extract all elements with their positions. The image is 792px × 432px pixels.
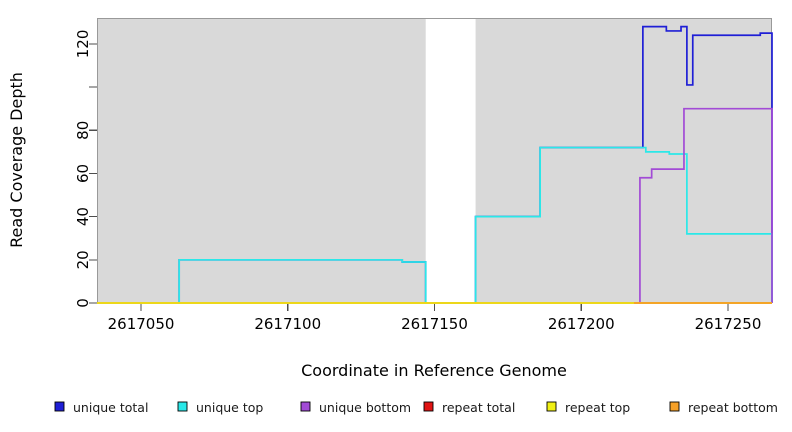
x-axis-title: Coordinate in Reference Genome xyxy=(301,361,567,380)
y-axis-ticks xyxy=(89,43,97,304)
legend-label-repeat-top: repeat top xyxy=(565,400,630,415)
legend-swatch-repeat-top xyxy=(546,401,557,412)
y-tick-label-20: 20 xyxy=(74,250,92,269)
x-tick-label-2617100: 2617100 xyxy=(254,315,321,333)
series-lines xyxy=(97,25,773,304)
panel-background-group xyxy=(96,17,773,304)
x-tick-label-2617250: 2617250 xyxy=(695,315,762,333)
x-axis-ticks xyxy=(140,303,729,311)
legend-swatch-unique-top xyxy=(177,401,188,412)
y-tick-label-80: 80 xyxy=(74,121,92,140)
x-tick-label-2617150: 2617150 xyxy=(401,315,468,333)
legend-label-repeat-total: repeat total xyxy=(442,400,515,415)
legend-swatch-repeat-total xyxy=(423,401,434,412)
y-tick-label-60: 60 xyxy=(74,164,92,183)
no-data-gap-region xyxy=(425,18,476,303)
y-axis-tick-labels: 0 20 40 60 80 120 xyxy=(74,30,92,308)
legend-swatch-unique-bottom xyxy=(300,401,311,412)
chart-legend: unique total unique top unique bottom repea… xyxy=(54,400,778,415)
y-axis-title: Read Coverage Depth xyxy=(7,72,26,248)
legend-swatch-repeat-bottom xyxy=(669,401,680,412)
x-tick-label-2617200: 2617200 xyxy=(548,315,615,333)
series-unique-top xyxy=(97,146,773,304)
x-tick-label-2617050: 2617050 xyxy=(108,315,175,333)
legend-label-unique-top: unique top xyxy=(196,400,263,415)
legend-label-unique-total: unique total xyxy=(73,400,148,415)
y-tick-label-120: 120 xyxy=(74,30,92,59)
legend-label-repeat-bottom: repeat bottom xyxy=(688,400,778,415)
legend-label-unique-bottom: unique bottom xyxy=(319,400,411,415)
legend-swatch-unique-total xyxy=(54,401,65,412)
y-tick-label-40: 40 xyxy=(74,207,92,226)
x-axis-tick-labels: 2617050 2617100 2617150 2617200 2617250 xyxy=(108,315,762,333)
y-tick-label-0: 0 xyxy=(74,298,92,308)
